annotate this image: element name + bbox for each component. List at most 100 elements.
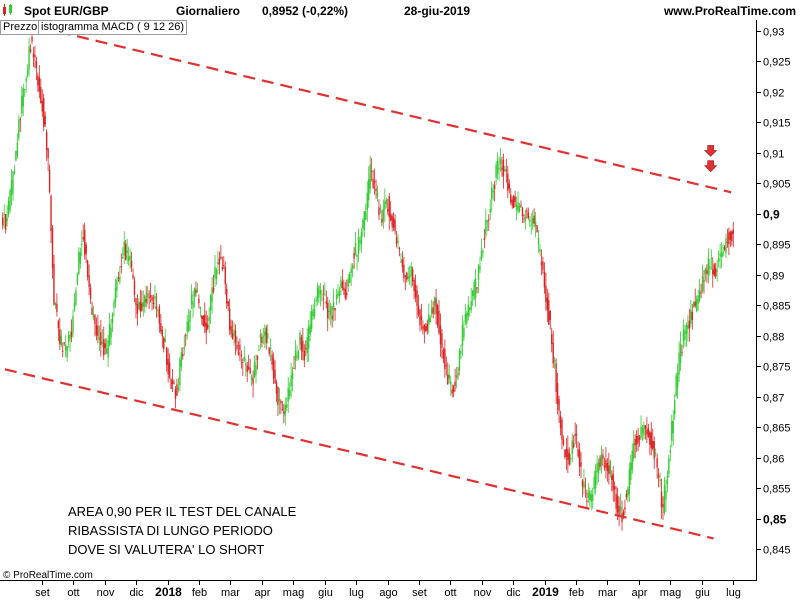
candle-body <box>179 359 181 386</box>
candle-body <box>286 404 288 408</box>
candle-body <box>166 347 168 365</box>
tab-prezzo[interactable]: Prezzo <box>0 20 41 35</box>
candle-body <box>548 300 550 325</box>
candle-body <box>526 210 528 212</box>
candle <box>286 397 288 412</box>
candle <box>64 334 67 358</box>
candle <box>470 288 472 313</box>
candle <box>543 262 546 294</box>
candle-body <box>187 320 190 332</box>
candle <box>681 344 683 357</box>
candle-body <box>198 298 200 304</box>
candle-body <box>328 310 330 312</box>
candle-body <box>167 359 169 375</box>
candle <box>54 302 57 310</box>
candle <box>177 377 180 393</box>
candle <box>599 455 601 471</box>
candle <box>476 287 478 294</box>
candle <box>363 211 366 238</box>
candle <box>526 207 528 219</box>
candle <box>187 308 190 333</box>
candle <box>403 256 405 283</box>
candle <box>530 212 532 235</box>
candle <box>542 256 544 274</box>
candle <box>488 214 490 231</box>
candle-body <box>16 142 19 156</box>
candle <box>672 409 674 446</box>
candle <box>259 329 262 350</box>
candle <box>215 267 218 285</box>
candle-body <box>242 362 244 363</box>
candle-body <box>35 61 38 68</box>
x-tick-label: mar <box>598 587 617 599</box>
candle-body <box>321 293 323 295</box>
candle <box>60 329 62 348</box>
site-url[interactable]: www.ProRealTime.com <box>663 4 796 18</box>
candle-body <box>173 382 175 384</box>
candle-body <box>422 326 424 329</box>
candle-body <box>327 302 329 319</box>
candle-body <box>64 344 67 351</box>
candle <box>325 290 327 309</box>
candle-body <box>264 331 266 336</box>
y-tick-label: 0,895 <box>763 240 791 252</box>
candle-body <box>353 253 355 259</box>
candle-body <box>523 215 525 217</box>
candle-body <box>40 87 42 103</box>
candle <box>182 347 184 360</box>
candle-body <box>334 308 336 311</box>
candle-body <box>419 309 421 326</box>
candle <box>662 496 664 521</box>
candle <box>630 454 632 485</box>
candle-body <box>160 323 162 332</box>
candle-body <box>45 132 48 151</box>
candle-body <box>245 363 247 366</box>
candle <box>252 370 254 398</box>
candle <box>312 304 314 321</box>
candle <box>316 282 319 306</box>
candle-body <box>69 334 71 339</box>
candle <box>515 196 518 221</box>
candle-body <box>23 89 26 91</box>
candle-body <box>577 448 579 457</box>
candle-body <box>687 324 689 329</box>
candle-body <box>583 481 585 489</box>
candle-body <box>4 214 7 230</box>
candle-body <box>300 337 303 351</box>
candle-body <box>341 281 344 289</box>
candle-body <box>584 485 587 487</box>
candle-body <box>34 55 36 58</box>
candle <box>4 213 7 234</box>
candle-body <box>628 469 631 495</box>
candle-body <box>482 250 484 253</box>
candle <box>436 303 439 329</box>
candle-body <box>62 350 64 352</box>
candle <box>666 470 669 493</box>
candle <box>710 249 713 270</box>
candle-body <box>142 301 144 307</box>
candle-body <box>678 352 680 375</box>
y-tick-label: 0,875 <box>763 362 791 374</box>
candle <box>593 470 595 495</box>
candle <box>561 417 563 450</box>
tab-macd-histogram[interactable]: istogramma MACD ( 9 12 26) <box>38 20 188 35</box>
candle-body <box>206 324 209 329</box>
candle <box>537 229 540 253</box>
candle <box>126 238 128 265</box>
candle-body <box>425 326 427 332</box>
candle <box>243 346 245 362</box>
candle <box>457 366 459 380</box>
candle-body <box>551 334 553 345</box>
quote-date: 28-giu-2019 <box>404 4 471 18</box>
candle-body <box>389 214 392 221</box>
candle-body <box>12 171 14 194</box>
candle-body <box>308 326 310 349</box>
candle <box>496 152 499 180</box>
candle-body <box>32 53 35 58</box>
candle <box>146 286 149 305</box>
candle-body <box>685 325 688 335</box>
candle <box>111 312 114 333</box>
candle-body <box>215 269 218 280</box>
